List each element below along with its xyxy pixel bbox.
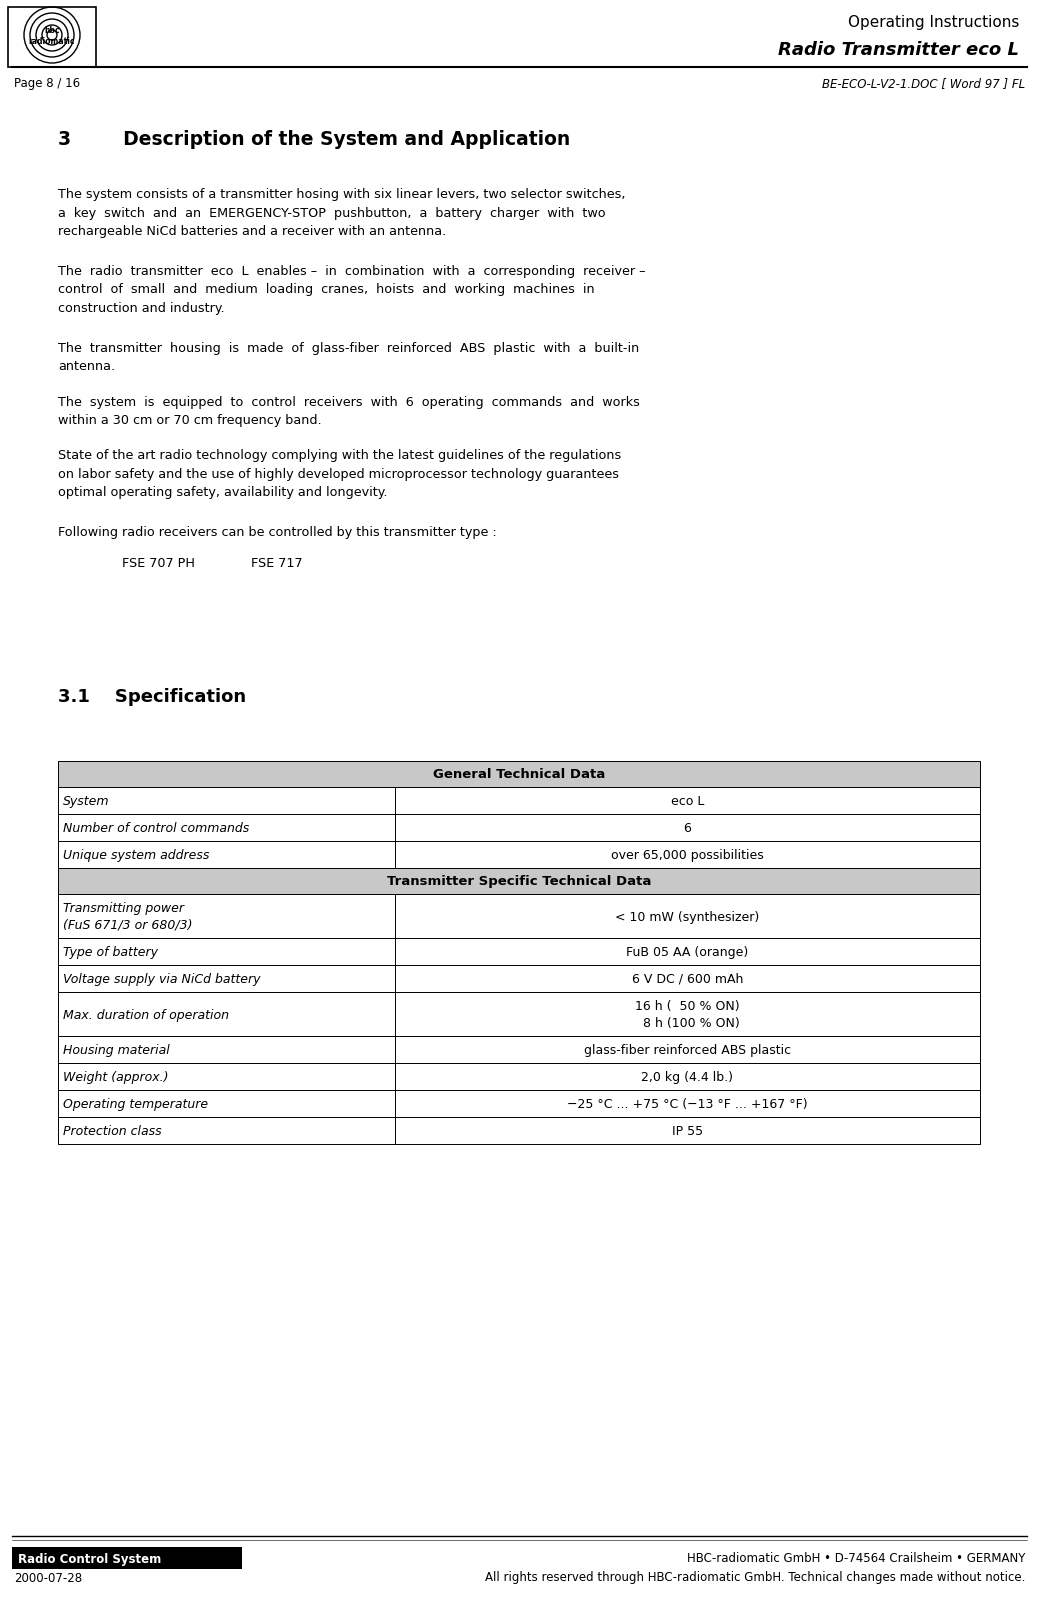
Bar — [58, 1064, 980, 1090]
Text: Transmitter Specific Technical Data: Transmitter Specific Technical Data — [387, 875, 651, 888]
Text: −25 °C ... +75 °C (−13 °F ... +167 °F): −25 °C ... +75 °C (−13 °F ... +167 °F) — [567, 1098, 807, 1111]
Text: FSE 707 PH              FSE 717: FSE 707 PH FSE 717 — [98, 557, 302, 570]
Text: 6: 6 — [684, 822, 691, 835]
Text: HBC-radiomatic GmbH • D-74564 Crailsheim • GERMANY: HBC-radiomatic GmbH • D-74564 Crailsheim… — [687, 1552, 1025, 1565]
Text: The  radio  transmitter  eco  L  enables –  in  combination  with  a  correspond: The radio transmitter eco L enables – in… — [58, 265, 645, 315]
Bar — [58, 761, 980, 788]
Text: 2000-07-28: 2000-07-28 — [14, 1571, 82, 1584]
Text: Number of control commands: Number of control commands — [63, 822, 249, 835]
Bar — [58, 1037, 980, 1064]
Bar — [12, 1547, 242, 1570]
Text: Weight (approx.): Weight (approx.) — [63, 1071, 168, 1083]
Text: Protection class: Protection class — [63, 1124, 162, 1138]
Bar — [58, 894, 980, 939]
Text: BE-ECO-L-V2-1.DOC [ Word 97 ] FL: BE-ECO-L-V2-1.DOC [ Word 97 ] FL — [822, 77, 1025, 90]
Text: IP 55: IP 55 — [671, 1124, 702, 1138]
Text: Unique system address: Unique system address — [63, 849, 210, 862]
Text: 6 V DC / 600 mAh: 6 V DC / 600 mAh — [632, 973, 743, 985]
Text: General Technical Data: General Technical Data — [433, 769, 605, 782]
Text: Radio Transmitter eco L: Radio Transmitter eco L — [778, 42, 1019, 59]
Text: over 65,000 possibilities: over 65,000 possibilities — [611, 849, 764, 862]
Text: 3.1    Specification: 3.1 Specification — [58, 687, 246, 706]
Text: System: System — [63, 794, 109, 807]
Text: hbc
radiomatic: hbc radiomatic — [29, 26, 75, 47]
Text: Following radio receivers can be controlled by this transmitter type :: Following radio receivers can be control… — [58, 526, 497, 539]
Text: Operating temperature: Operating temperature — [63, 1098, 208, 1111]
Text: Voltage supply via NiCd battery: Voltage supply via NiCd battery — [63, 973, 261, 985]
Text: 2,0 kg (4.4 lb.): 2,0 kg (4.4 lb.) — [641, 1071, 734, 1083]
Text: Type of battery: Type of battery — [63, 945, 158, 958]
Bar — [58, 965, 980, 992]
Bar — [58, 1090, 980, 1117]
Text: Housing material: Housing material — [63, 1043, 169, 1056]
Bar — [58, 939, 980, 965]
Bar — [58, 814, 980, 841]
Text: Max. duration of operation: Max. duration of operation — [63, 1008, 229, 1021]
Text: Operating Instructions: Operating Instructions — [848, 14, 1019, 29]
Text: FuB 05 AA (orange): FuB 05 AA (orange) — [627, 945, 748, 958]
Text: Page 8 / 16: Page 8 / 16 — [14, 77, 80, 90]
Text: Transmitting power
(FuS 671/3 or 680/3): Transmitting power (FuS 671/3 or 680/3) — [63, 902, 192, 931]
Bar — [58, 992, 980, 1037]
Text: eco L: eco L — [670, 794, 704, 807]
Text: The  transmitter  housing  is  made  of  glass-fiber  reinforced  ABS  plastic  : The transmitter housing is made of glass… — [58, 342, 639, 372]
Bar — [58, 1117, 980, 1144]
Bar — [8, 8, 96, 67]
Bar — [58, 868, 980, 894]
Text: glass-fiber reinforced ABS plastic: glass-fiber reinforced ABS plastic — [584, 1043, 791, 1056]
Text: The system consists of a transmitter hosing with six linear levers, two selector: The system consists of a transmitter hos… — [58, 188, 625, 238]
Text: 16 h (  50 % ON)
  8 h (100 % ON): 16 h ( 50 % ON) 8 h (100 % ON) — [635, 1000, 740, 1029]
Text: All rights reserved through HBC-radiomatic GmbH. Technical changes made without : All rights reserved through HBC-radiomat… — [484, 1571, 1025, 1584]
Text: < 10 mW (synthesizer): < 10 mW (synthesizer) — [615, 910, 760, 923]
Text: The  system  is  equipped  to  control  receivers  with  6  operating  commands : The system is equipped to control receiv… — [58, 395, 640, 427]
Bar — [58, 788, 980, 814]
Bar — [58, 841, 980, 868]
Text: State of the art radio technology complying with the latest guidelines of the re: State of the art radio technology comply… — [58, 449, 621, 499]
Text: Radio Control System: Radio Control System — [18, 1552, 161, 1565]
Text: 3        Description of the System and Application: 3 Description of the System and Applicat… — [58, 130, 570, 149]
